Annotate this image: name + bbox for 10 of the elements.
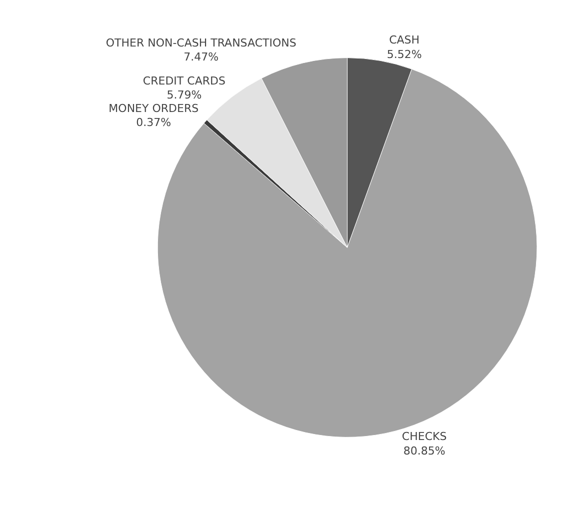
slice-label: CREDIT CARDS bbox=[142, 74, 226, 88]
slice-label: CHECKS bbox=[402, 430, 447, 444]
slice-label: CASH bbox=[389, 34, 420, 47]
data-label: 0.37% bbox=[136, 116, 172, 130]
data-label: 5.52% bbox=[386, 48, 422, 62]
data-label: 80.85% bbox=[403, 444, 446, 458]
slice-label: MONEY ORDERS bbox=[108, 102, 199, 115]
slice-label: OTHER NON-CASH TRANSACTIONS bbox=[106, 36, 296, 50]
data-label: 5.79% bbox=[166, 88, 202, 102]
data-label: 7.47% bbox=[184, 50, 219, 64]
